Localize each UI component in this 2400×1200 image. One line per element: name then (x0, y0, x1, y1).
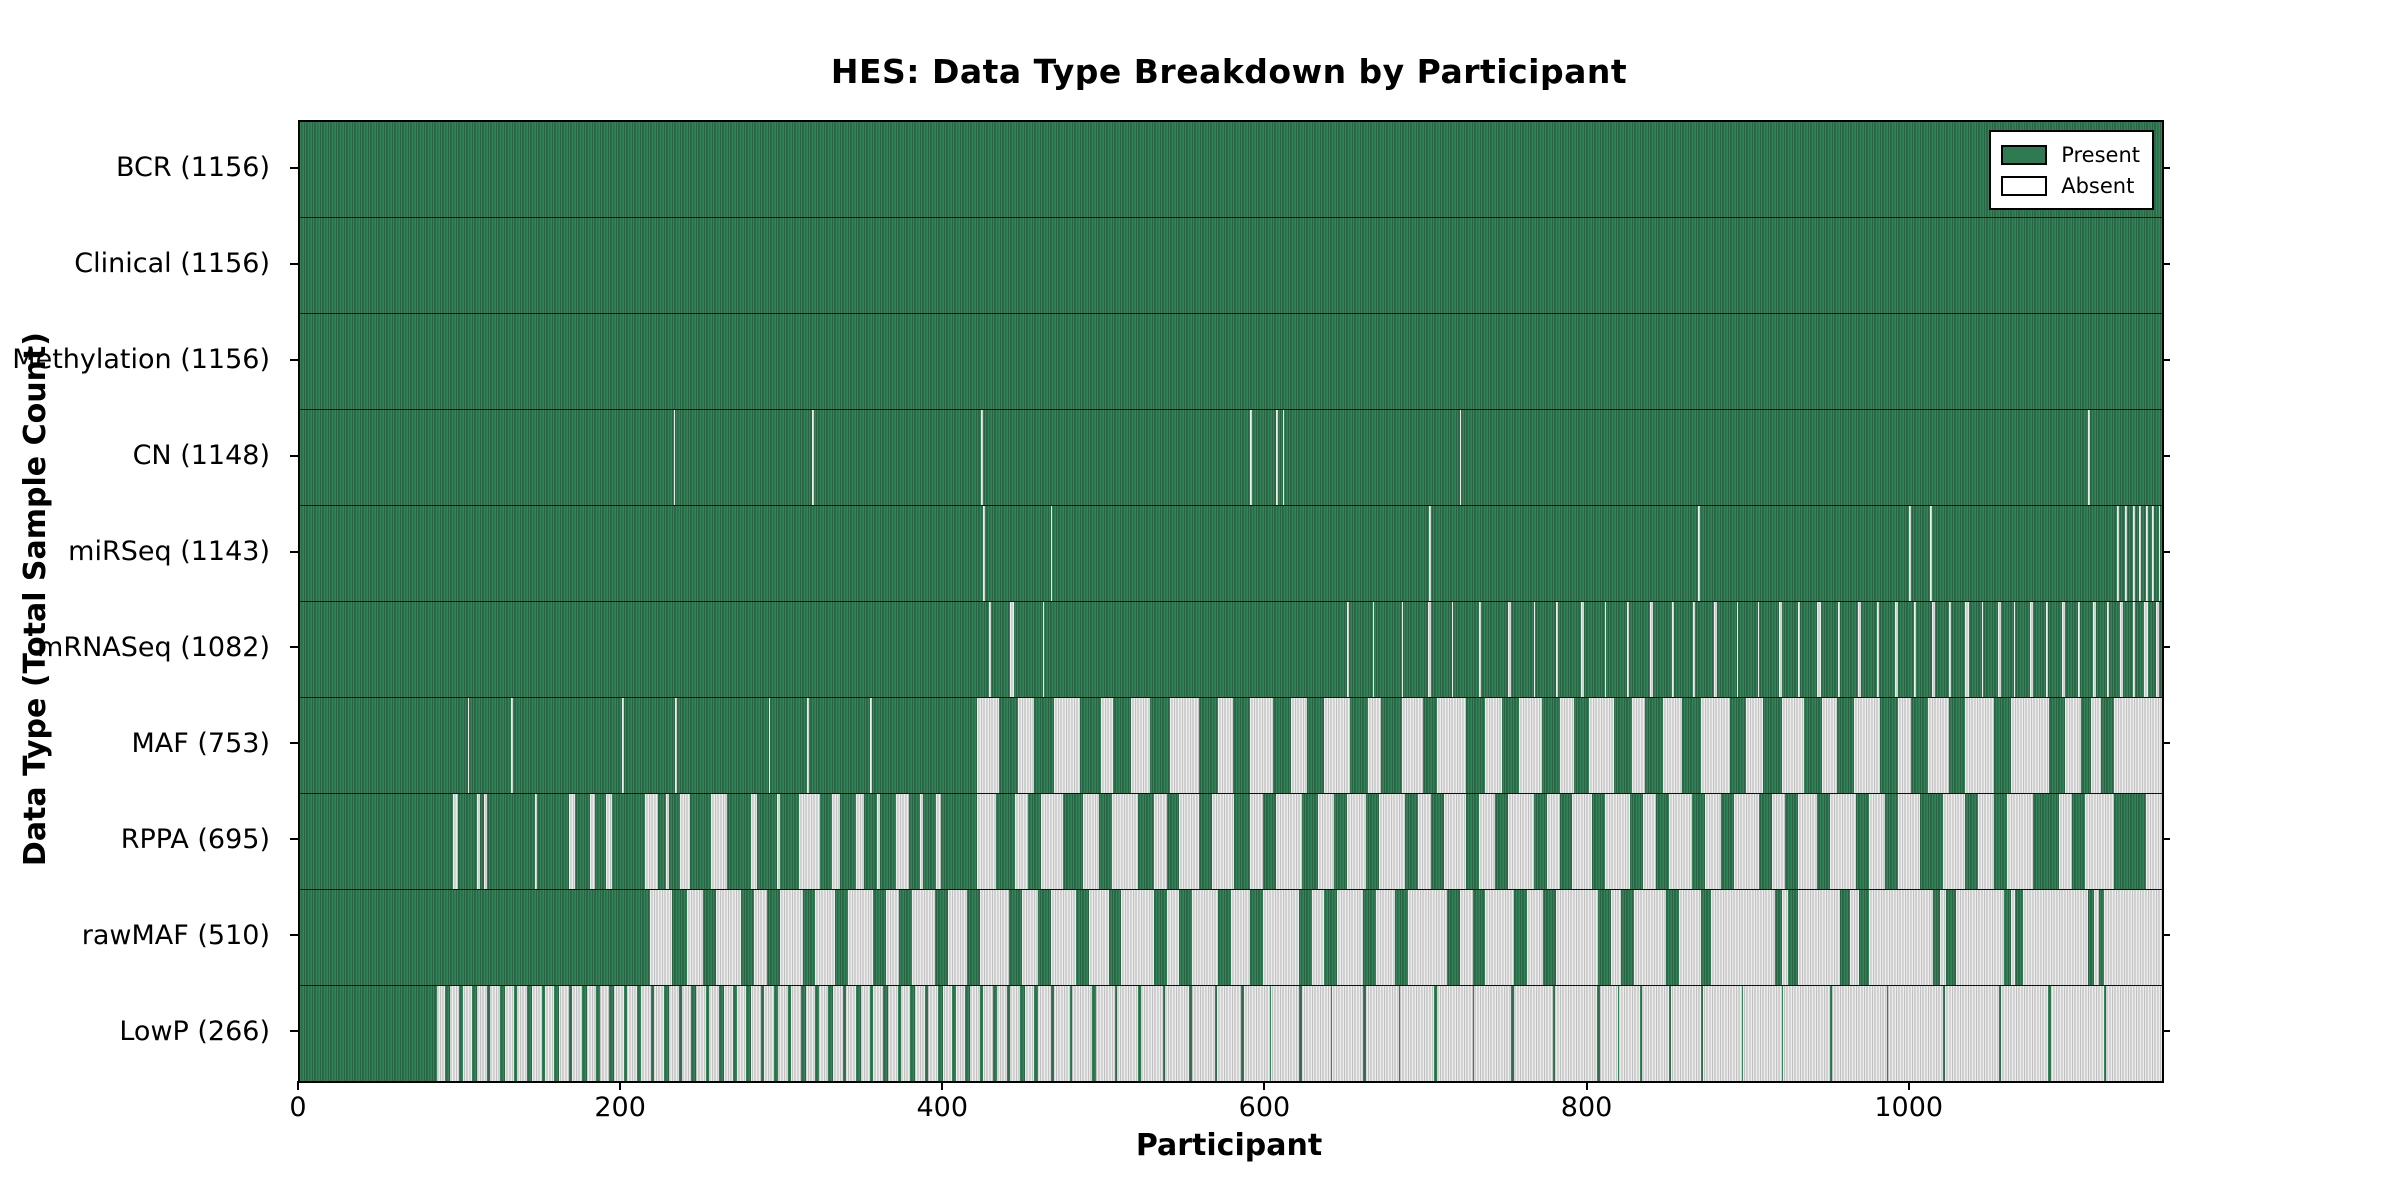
left-tick-LowP (290, 1030, 298, 1033)
y-tick-label-Clinical: Clinical (1156) (74, 248, 270, 280)
x-tick-label-0: 0 (289, 1092, 307, 1123)
y-tick-label-rawMAF: rawMAF (510) (81, 919, 270, 951)
legend-entry-absent: Absent (2001, 170, 2140, 201)
legend-present-label: Present (2061, 142, 2140, 167)
row-miRSeq (300, 506, 2162, 602)
x-tick-600 (1263, 1081, 1266, 1090)
left-tick-CN (290, 454, 298, 457)
right-tick-LowP (2162, 1030, 2170, 1033)
y-tick-label-BCR: BCR (1156) (115, 152, 270, 184)
x-tick-label-400: 400 (916, 1092, 969, 1123)
x-tick-label-1000: 1000 (1874, 1092, 1944, 1123)
right-tick-Clinical (2162, 262, 2170, 265)
right-tick-mRNASeq (2162, 646, 2170, 649)
chart-title: HES: Data Type Breakdown by Participant (830, 52, 1628, 91)
left-tick-RPPA (290, 838, 298, 841)
matrix-rows (300, 122, 2162, 1081)
y-tick-label-MAF: MAF (753) (131, 727, 270, 759)
y-axis-tick-labels: BCR (1156) Clinical (1156) Methylation (11… (0, 120, 284, 1079)
row-mRNASeq (300, 602, 2162, 698)
x-tick-400 (941, 1081, 944, 1090)
left-tick-Clinical (290, 262, 298, 265)
right-tick-miRSeq (2162, 550, 2170, 553)
left-tick-BCR (290, 166, 298, 169)
legend-absent-swatch (2001, 175, 2048, 196)
row-Clinical (300, 218, 2162, 314)
row-LowP (300, 986, 2162, 1081)
row-MAF (300, 698, 2162, 794)
y-tick-label-LowP: LowP (266) (119, 1015, 270, 1047)
x-tick-800 (1585, 1081, 1588, 1090)
right-tick-BCR (2162, 166, 2170, 169)
y-tick-label-RPPA: RPPA (695) (120, 823, 270, 855)
x-tick-1000 (1907, 1081, 1910, 1090)
right-tick-RPPA (2162, 838, 2170, 841)
x-tick-0 (297, 1081, 299, 1090)
left-tick-rawMAF (290, 934, 298, 937)
row-BCR (300, 122, 2162, 218)
right-tick-CN (2162, 454, 2170, 457)
legend-absent-label: Absent (2061, 173, 2135, 198)
y-tick-label-mRNASeq: mRNASeq (1082) (37, 631, 270, 663)
x-tick-label-200: 200 (594, 1092, 646, 1123)
x-tick-200 (619, 1081, 622, 1090)
x-tick-label-800: 800 (1560, 1092, 1613, 1123)
legend-present-swatch (2001, 144, 2048, 165)
row-RPPA (300, 794, 2162, 890)
row-Methylation (300, 314, 2162, 410)
row-CN (300, 410, 2162, 506)
left-tick-Methylation (290, 358, 298, 361)
legend-entry-present: Present (2001, 139, 2140, 170)
row-rawMAF (300, 890, 2162, 986)
left-tick-mRNASeq (290, 646, 298, 649)
plot-area: Present Absent (298, 120, 2164, 1083)
y-tick-label-CN: CN (1148) (132, 440, 270, 472)
left-tick-MAF (290, 742, 298, 745)
right-tick-Methylation (2162, 358, 2170, 361)
right-tick-MAF (2162, 742, 2170, 745)
left-tick-miRSeq (290, 550, 298, 553)
x-axis-title: Participant (1135, 1128, 1323, 1163)
y-tick-label-miRSeq: miRSeq (1143) (68, 536, 270, 568)
y-tick-label-Methylation: Methylation (1156) (12, 344, 270, 376)
x-tick-label-600: 600 (1238, 1092, 1291, 1123)
legend: Present Absent (1989, 130, 2154, 210)
right-tick-rawMAF (2162, 934, 2170, 937)
